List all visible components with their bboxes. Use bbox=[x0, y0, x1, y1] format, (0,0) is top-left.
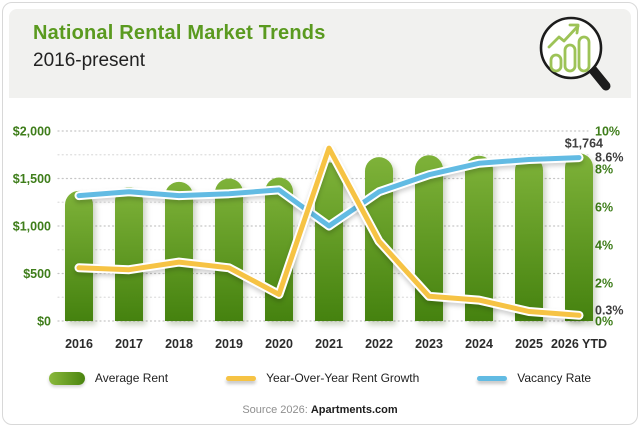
legend-label: Vacancy Rate bbox=[517, 371, 592, 385]
svg-text:$1,000: $1,000 bbox=[13, 220, 51, 234]
svg-text:2021: 2021 bbox=[315, 337, 343, 351]
svg-text:2%: 2% bbox=[595, 277, 613, 291]
svg-text:2019: 2019 bbox=[215, 337, 243, 351]
svg-text:2017: 2017 bbox=[115, 337, 143, 351]
svg-text:8%: 8% bbox=[595, 163, 613, 177]
page-subtitle: 2016-present bbox=[33, 50, 145, 71]
svg-text:2023: 2023 bbox=[415, 337, 443, 351]
svg-text:2018: 2018 bbox=[165, 337, 193, 351]
svg-text:4%: 4% bbox=[595, 239, 613, 253]
source-prefix: Source 2026: bbox=[242, 404, 311, 416]
chart-generated: $2,000 $1,500 $1,000 $500 $0 10% 8% 6% 4% 2% 0% 201… bbox=[13, 125, 624, 352]
page-title: National Rental Market Trends bbox=[33, 22, 326, 44]
svg-text:2022: 2022 bbox=[365, 337, 393, 351]
svg-text:$1,500: $1,500 bbox=[13, 172, 51, 186]
svg-text:8.6%: 8.6% bbox=[595, 151, 624, 165]
source-name: Apartments.com bbox=[310, 404, 398, 416]
chart-area: $2,000 $1,500 $1,000 $500 $0 10% 8% 6% 4% 2% 0% 201… bbox=[3, 101, 637, 363]
legend-label: Average Rent bbox=[94, 371, 169, 385]
svg-text:2024: 2024 bbox=[465, 337, 493, 351]
svg-text:$2,000: $2,000 bbox=[13, 125, 51, 139]
magnifier-chart-icon bbox=[537, 14, 617, 103]
svg-text:$1,764: $1,764 bbox=[565, 136, 603, 150]
source-credit: Source 2026: Apartments.com bbox=[3, 404, 637, 416]
svg-text:2026 YTD: 2026 YTD bbox=[551, 337, 607, 351]
svg-text:2025: 2025 bbox=[515, 337, 543, 351]
header: National Rental Market Trends 2016-prese… bbox=[9, 9, 631, 98]
svg-text:2020: 2020 bbox=[265, 337, 293, 351]
svg-text:$0: $0 bbox=[37, 315, 51, 329]
svg-text:6%: 6% bbox=[595, 201, 613, 215]
svg-text:0%: 0% bbox=[595, 315, 613, 329]
green-bar-swatch-icon bbox=[48, 371, 85, 385]
blue-line-swatch-icon bbox=[477, 375, 508, 381]
svg-text:0.3%: 0.3% bbox=[595, 303, 624, 317]
chart-canvas: $2,000 $1,500 $1,000 $500 $0 10% 8% 6% 4% 2% 0% 201… bbox=[13, 125, 624, 352]
legend-item-rent-growth: Year-Over-Year Rent Growth bbox=[226, 371, 419, 385]
legend-label: Year-Over-Year Rent Growth bbox=[266, 371, 420, 385]
legend: Average Rent Year-Over-Year Rent Growth … bbox=[3, 371, 637, 385]
legend-item-average-rent: Average Rent bbox=[48, 371, 169, 385]
svg-text:2016: 2016 bbox=[65, 337, 93, 351]
svg-text:10%: 10% bbox=[595, 125, 620, 139]
yellow-line-swatch-icon bbox=[226, 375, 257, 381]
svg-text:$500: $500 bbox=[23, 267, 51, 281]
legend-item-vacancy-rate: Vacancy Rate bbox=[477, 371, 591, 385]
